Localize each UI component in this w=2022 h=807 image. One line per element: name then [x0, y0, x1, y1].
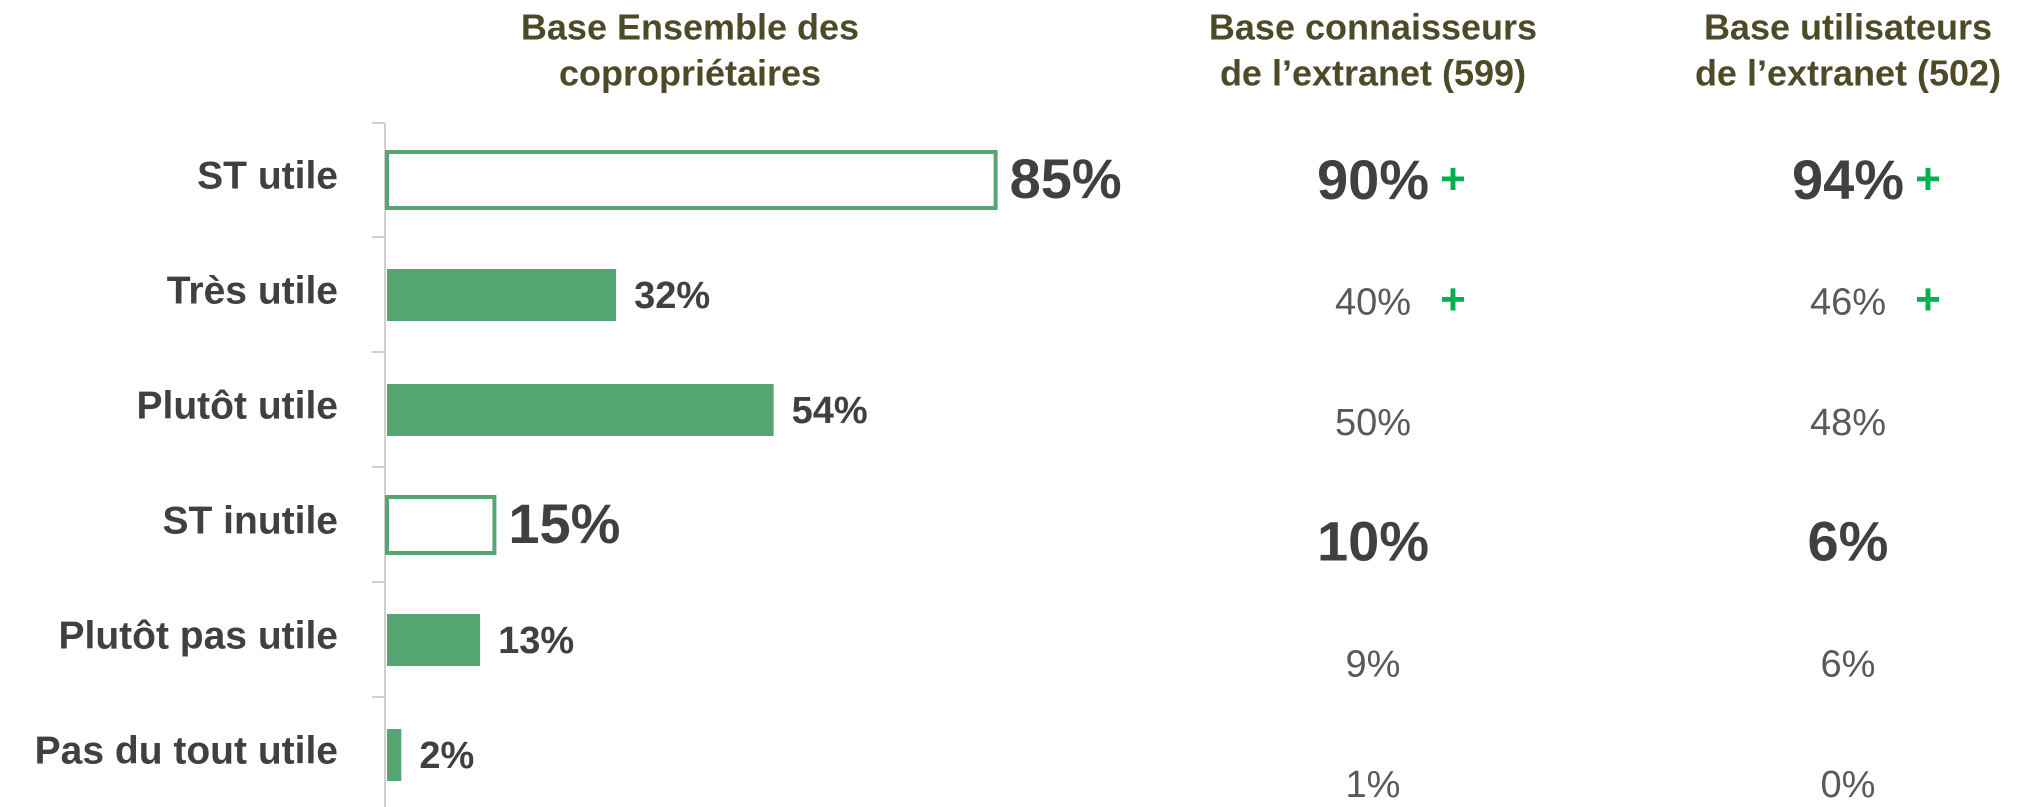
column-value: 6%: [1821, 643, 1876, 685]
column-value: 48%: [1810, 402, 1886, 444]
significance-flag: +: [1915, 155, 1941, 204]
column-header: Base Ensemble des: [521, 7, 859, 48]
bar: [387, 269, 617, 321]
significance-flag: +: [1440, 155, 1466, 204]
significance-flag: +: [1915, 275, 1941, 324]
bar: [387, 729, 402, 781]
value-label: 32%: [634, 275, 710, 317]
value-label: 15%: [508, 492, 620, 555]
category-label: ST inutile: [163, 499, 339, 542]
column-value: 10%: [1317, 510, 1429, 573]
category-label: Très utile: [167, 269, 338, 312]
bar: [387, 384, 774, 436]
category-label: Plutôt utile: [137, 384, 338, 427]
column-header: copropriétaires: [559, 53, 821, 94]
column-header: de l’extranet (502): [1695, 53, 2001, 94]
column-value: 40%: [1335, 282, 1411, 324]
bar-outline: [385, 150, 998, 210]
column-header: Base connaisseurs: [1209, 7, 1537, 48]
column-value: 90%: [1317, 148, 1429, 211]
category-label: ST utile: [197, 154, 338, 197]
bar-outline: [385, 495, 497, 555]
value-label: 13%: [498, 620, 574, 662]
category-label: Pas du tout utile: [35, 729, 338, 772]
bar: [387, 614, 481, 666]
column-value: 46%: [1810, 282, 1886, 324]
column-value: 94%: [1792, 148, 1904, 211]
category-label: Plutôt pas utile: [58, 614, 338, 657]
value-label: 85%: [1010, 147, 1122, 210]
column-value: 6%: [1808, 510, 1889, 573]
column-value: 1%: [1346, 764, 1401, 806]
value-label: 54%: [792, 390, 868, 432]
column-value: 9%: [1346, 643, 1401, 685]
column-header: de l’extranet (599): [1220, 53, 1526, 94]
column-value: 50%: [1335, 402, 1411, 444]
significance-flag: +: [1440, 275, 1466, 324]
column-header: Base utilisateurs: [1704, 7, 1992, 48]
column-value: 0%: [1821, 764, 1876, 806]
value-label: 2%: [419, 735, 474, 777]
